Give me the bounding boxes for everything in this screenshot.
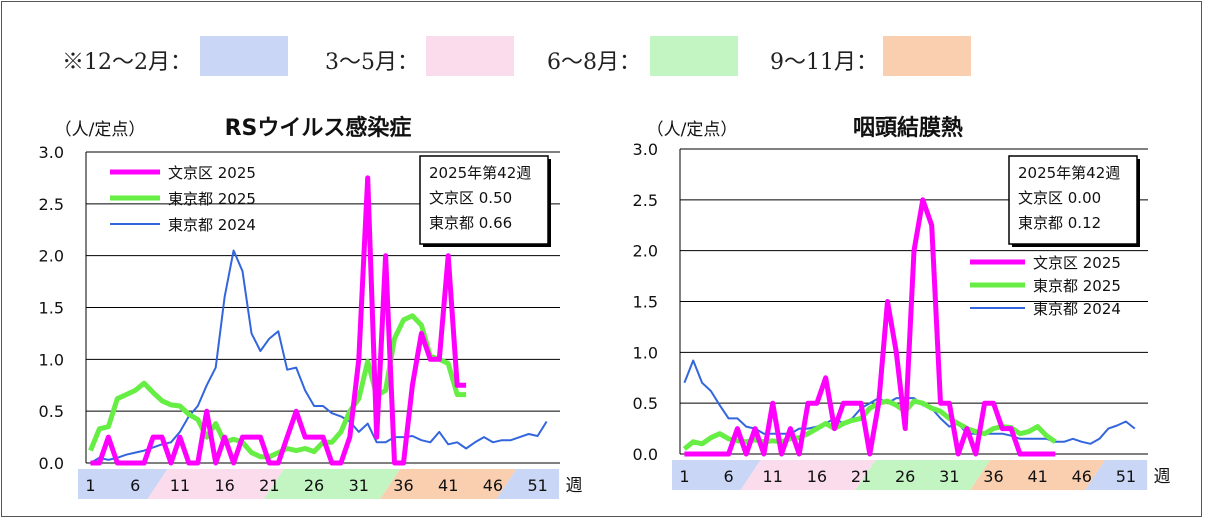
season-label-winter: ※12～2月： (62, 50, 192, 75)
info-box (1008, 155, 1138, 245)
series-line-1 (682, 398, 1057, 451)
x-axis-unit: 週 (1154, 467, 1171, 487)
x-tick-label: 41 (1027, 467, 1047, 486)
y-axis-label: （人/定点） (647, 120, 738, 140)
x-tick-label: 31 (939, 467, 959, 486)
pharyngoconjunctival-fever-chart: 咽頭結膜熱（人/定点）0.00.51.01.52.02.53.01 6 11 16 21… (633, 115, 1171, 490)
y-tick-label: 3.0 (39, 143, 64, 162)
series-line-2 (683, 359, 1136, 445)
season-band (263, 469, 401, 499)
season-swatch-winter (200, 36, 288, 76)
legend-label: 東京都 2025 (1033, 277, 1121, 295)
season-band (78, 469, 168, 499)
x-tick-label: 6 (723, 467, 733, 486)
x-tick-label: 46 (1072, 467, 1092, 486)
y-tick-label: 2.0 (39, 247, 64, 266)
season-band (147, 469, 284, 499)
x-tick-label: 6 (130, 476, 140, 495)
y-tick-label: 1.0 (633, 343, 658, 362)
y-axis-label: （人/定点） (55, 120, 146, 140)
y-tick-label: 1.5 (39, 299, 64, 318)
season-label-summer: 6～8月： (547, 50, 641, 75)
season-band (855, 460, 991, 490)
x-tick-label: 41 (438, 476, 458, 495)
season-label-autumn: 9～11月： (770, 50, 878, 75)
y-tick-label: 2.0 (633, 242, 658, 261)
rs-virus-chart: RSウイルス感染症（人/定点）0.00.51.01.52.02.53.01 6 11… (39, 115, 583, 499)
x-tick-label: 11 (763, 467, 783, 486)
x-tick-label: 16 (214, 476, 234, 495)
info-box-line: 文京区 0.00 (1018, 189, 1101, 207)
season-swatch-spring (426, 36, 514, 76)
season-band (1085, 460, 1148, 490)
legend-label: 文京区 2025 (168, 164, 256, 182)
x-tick-label: 51 (1116, 467, 1136, 486)
y-tick-label: 0.5 (39, 402, 64, 421)
season-band (672, 460, 761, 490)
x-tick-label: 1 (85, 476, 95, 495)
info-box (419, 155, 549, 245)
y-tick-label: 1.0 (39, 350, 64, 369)
x-tick-label: 26 (304, 476, 324, 495)
legend-label: 東京都 2024 (1033, 300, 1121, 318)
info-box-line: 文京区 0.50 (429, 189, 512, 207)
x-tick-label: 21 (851, 467, 871, 486)
info-box-line: 2025年第42週 (429, 164, 531, 182)
x-tick-label: 36 (393, 476, 413, 495)
y-tick-label: 0.5 (633, 394, 658, 413)
season-band (740, 460, 876, 490)
x-tick-label: 31 (349, 476, 369, 495)
season-band (970, 460, 1106, 490)
x-tick-label: 46 (483, 476, 503, 495)
season-swatch-autumn (883, 36, 971, 76)
y-tick-label: 2.5 (39, 195, 64, 214)
legend-label: 文京区 2025 (1033, 254, 1121, 272)
season-band (496, 469, 560, 499)
series-line-1 (88, 313, 467, 460)
info-box-line: 2025年第42週 (1018, 164, 1120, 182)
x-tick-label: 21 (259, 476, 279, 495)
y-tick-label: 0.0 (39, 454, 64, 473)
x-axis-unit: 週 (566, 476, 583, 496)
x-tick-label: 11 (170, 476, 190, 495)
info-box-line: 東京都 0.66 (429, 214, 512, 232)
chart-title: 咽頭結膜熱 (853, 115, 963, 141)
season-band (380, 469, 517, 499)
legend-label: 東京都 2025 (168, 190, 256, 208)
y-tick-label: 3.0 (633, 140, 658, 159)
x-tick-label: 51 (527, 476, 547, 495)
series-line-2 (89, 249, 548, 464)
y-tick-label: 1.5 (633, 293, 658, 312)
series-line-0 (684, 197, 1056, 457)
legend-label: 東京都 2024 (168, 216, 256, 234)
x-tick-label: 16 (807, 467, 827, 486)
x-tick-label: 1 (679, 467, 689, 486)
y-tick-label: 0.0 (633, 445, 658, 464)
series-line-0 (90, 175, 467, 466)
x-tick-label: 36 (983, 467, 1003, 486)
info-box-line: 東京都 0.12 (1018, 214, 1101, 232)
season-swatch-summer (650, 36, 738, 76)
season-label-spring: 3～5月： (325, 50, 419, 75)
x-tick-label: 26 (895, 467, 915, 486)
chart-title: RSウイルス感染症 (225, 115, 412, 141)
y-tick-label: 2.5 (633, 191, 658, 210)
